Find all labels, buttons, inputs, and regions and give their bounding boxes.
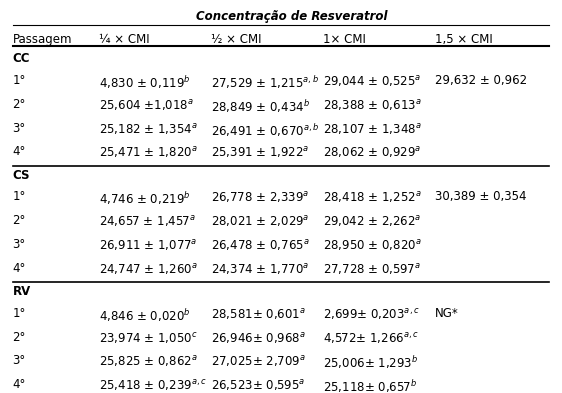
Text: 1°: 1° xyxy=(12,190,26,203)
Text: 28,062 ± 0,929$^{a}$: 28,062 ± 0,929$^{a}$ xyxy=(323,145,421,160)
Text: 4°: 4° xyxy=(12,378,26,391)
Text: Concentração de Resveratrol: Concentração de Resveratrol xyxy=(197,10,388,23)
Text: 27,025± 2,709$^{a}$: 27,025± 2,709$^{a}$ xyxy=(211,354,306,369)
Text: 3°: 3° xyxy=(12,122,26,135)
Text: 4,572± 1,266$^{a,c}$: 4,572± 1,266$^{a,c}$ xyxy=(323,331,419,345)
Text: 24,657 ± 1,457$^{a}$: 24,657 ± 1,457$^{a}$ xyxy=(99,214,196,229)
Text: NG*: NG* xyxy=(435,307,459,320)
Text: 24,747 ± 1,260$^{a}$: 24,747 ± 1,260$^{a}$ xyxy=(99,262,198,277)
Text: 28,388 ± 0,613$^{a}$: 28,388 ± 0,613$^{a}$ xyxy=(323,98,422,113)
Text: 26,911 ± 1,077$^{a}$: 26,911 ± 1,077$^{a}$ xyxy=(99,238,198,253)
Text: 4°: 4° xyxy=(12,262,26,275)
Text: 24,374 ± 1,770$^{a}$: 24,374 ± 1,770$^{a}$ xyxy=(211,262,310,277)
Text: 25,391 ± 1,922$^{a}$: 25,391 ± 1,922$^{a}$ xyxy=(211,145,310,160)
Text: 1°: 1° xyxy=(12,307,26,320)
Text: 3°: 3° xyxy=(12,354,26,367)
Text: 29,632 ± 0,962: 29,632 ± 0,962 xyxy=(435,74,527,87)
Text: 25,182 ± 1,354$^{a}$: 25,182 ± 1,354$^{a}$ xyxy=(99,122,198,137)
Text: 2°: 2° xyxy=(12,98,26,111)
Text: 28,107 ± 1,348$^{a}$: 28,107 ± 1,348$^{a}$ xyxy=(323,122,422,137)
Text: 29,044 ± 0,525$^{a}$: 29,044 ± 0,525$^{a}$ xyxy=(323,74,422,89)
Text: 28,418 ± 1,252$^{a}$: 28,418 ± 1,252$^{a}$ xyxy=(323,190,422,206)
Text: 25,471 ± 1,820$^{a}$: 25,471 ± 1,820$^{a}$ xyxy=(99,145,198,160)
Text: 4,746 ± 0,219$^{b}$: 4,746 ± 0,219$^{b}$ xyxy=(99,190,191,207)
Text: CC: CC xyxy=(12,52,30,65)
Text: 25,418 ± 0,239$^{a,c}$: 25,418 ± 0,239$^{a,c}$ xyxy=(99,378,207,393)
Text: 1× CMI: 1× CMI xyxy=(323,33,366,46)
Text: 2,699± 0,203$^{a,c}$: 2,699± 0,203$^{a,c}$ xyxy=(323,307,420,322)
Text: 27,728 ± 0,597$^{a}$: 27,728 ± 0,597$^{a}$ xyxy=(323,262,421,277)
Text: CS: CS xyxy=(12,169,30,182)
Text: 27,529 ± 1,215$^{a,b}$: 27,529 ± 1,215$^{a,b}$ xyxy=(211,74,319,91)
Text: RV: RV xyxy=(12,285,31,298)
Text: 25,006± 1,293$^{b}$: 25,006± 1,293$^{b}$ xyxy=(323,354,418,371)
Text: 23,974 ± 1,050$^{c}$: 23,974 ± 1,050$^{c}$ xyxy=(99,331,198,345)
Text: 30,389 ± 0,354: 30,389 ± 0,354 xyxy=(435,190,526,203)
Text: 4,830 ± 0,119$^{b}$: 4,830 ± 0,119$^{b}$ xyxy=(99,74,191,91)
Text: 3°: 3° xyxy=(12,238,26,251)
Text: 1,5 × CMI: 1,5 × CMI xyxy=(435,33,492,46)
Text: 25,825 ± 0,862$^{a}$: 25,825 ± 0,862$^{a}$ xyxy=(99,354,198,369)
Text: ½ × CMI: ½ × CMI xyxy=(211,33,261,46)
Text: 2°: 2° xyxy=(12,331,26,343)
Text: 26,523± 0,595$^{a}$: 26,523± 0,595$^{a}$ xyxy=(211,378,305,393)
Text: ¼ × CMI: ¼ × CMI xyxy=(99,33,150,46)
Text: 1°: 1° xyxy=(12,74,26,87)
Text: Passagem: Passagem xyxy=(12,33,72,46)
Text: 28,581± 0,601$^{a}$: 28,581± 0,601$^{a}$ xyxy=(211,307,306,322)
Text: 26,491 ± 0,670$^{a,b}$: 26,491 ± 0,670$^{a,b}$ xyxy=(211,122,319,139)
Text: 28,021 ± 2,029$^{a}$: 28,021 ± 2,029$^{a}$ xyxy=(211,214,310,229)
Text: 26,778 ± 2,339$^{a}$: 26,778 ± 2,339$^{a}$ xyxy=(211,190,310,206)
Text: 25,604 ±1,018$^{a}$: 25,604 ±1,018$^{a}$ xyxy=(99,98,194,113)
Text: 28,849 ± 0,434$^{b}$: 28,849 ± 0,434$^{b}$ xyxy=(211,98,310,115)
Text: 26,946± 0,968$^{a}$: 26,946± 0,968$^{a}$ xyxy=(211,331,306,345)
Text: 28,950 ± 0,820$^{a}$: 28,950 ± 0,820$^{a}$ xyxy=(323,238,422,253)
Text: 25,118± 0,657$^{b}$: 25,118± 0,657$^{b}$ xyxy=(323,378,418,393)
Text: 4,846 ± 0,020$^{b}$: 4,846 ± 0,020$^{b}$ xyxy=(99,307,191,324)
Text: 26,478 ± 0,765$^{a}$: 26,478 ± 0,765$^{a}$ xyxy=(211,238,310,253)
Text: 29,042 ± 2,262$^{a}$: 29,042 ± 2,262$^{a}$ xyxy=(323,214,422,229)
Text: 4°: 4° xyxy=(12,145,26,158)
Text: 2°: 2° xyxy=(12,214,26,227)
